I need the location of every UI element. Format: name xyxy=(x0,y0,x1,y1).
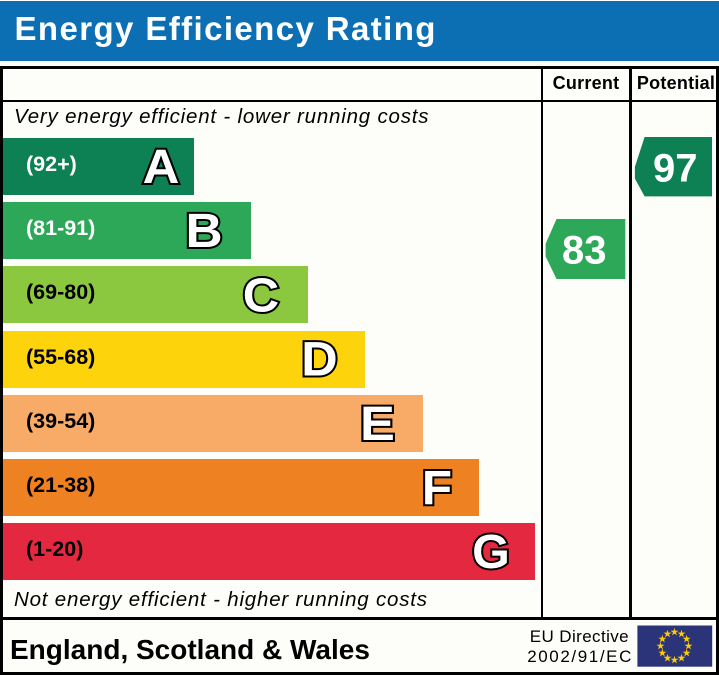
svg-text:83: 83 xyxy=(562,228,607,272)
svg-text:G: G xyxy=(472,525,510,579)
svg-text:F: F xyxy=(422,462,452,515)
svg-text:D: D xyxy=(301,333,337,387)
svg-text:C: C xyxy=(243,268,279,322)
svg-text:A: A xyxy=(143,140,180,193)
svg-text:97: 97 xyxy=(653,146,698,190)
svg-text:E: E xyxy=(360,397,395,451)
svg-text:B: B xyxy=(185,204,222,258)
